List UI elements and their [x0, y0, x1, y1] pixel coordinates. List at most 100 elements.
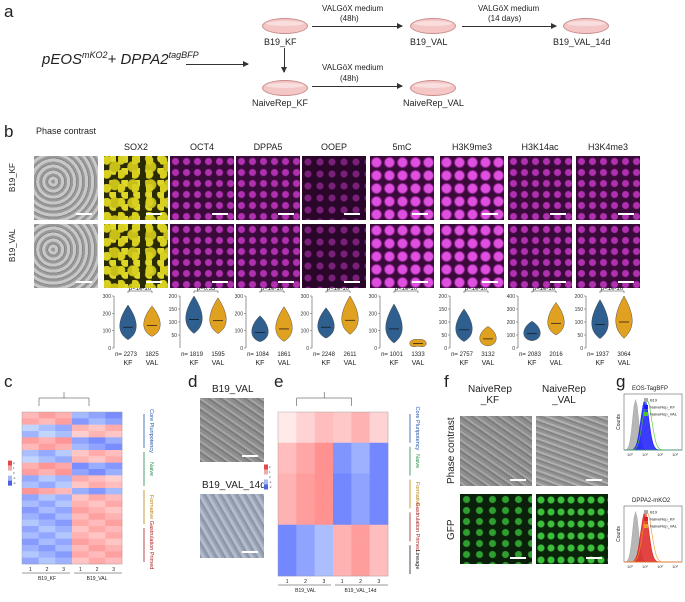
- column-header-3: DPPA5: [253, 142, 283, 152]
- heat-cell: [296, 545, 315, 551]
- arrow-kf-to-val: [312, 23, 403, 29]
- heat-cell: [314, 550, 334, 556]
- violin-4: 0 100 200 300 p<1e-10 n= 1001 1333 KF VAL: [369, 288, 427, 367]
- heat-cell: [38, 557, 56, 565]
- heat-cell: [55, 488, 73, 495]
- heat-cell: [105, 431, 123, 438]
- heat-cell: [55, 443, 73, 451]
- scale-bar: [278, 213, 294, 215]
- column-header-2: OCT4: [189, 142, 214, 152]
- violin-x-val: VAL: [482, 360, 495, 367]
- legend-swatch: [264, 469, 268, 475]
- heat-cell: [55, 513, 73, 520]
- heat-col-number: 2: [304, 579, 307, 585]
- heat-cell: [333, 504, 352, 510]
- heat-cell: [333, 499, 352, 505]
- column-header-7: H3K14ac: [521, 142, 559, 152]
- violin-n-val: 1861: [277, 352, 291, 358]
- heat-cell: [296, 540, 315, 546]
- heat-cell: [278, 555, 297, 561]
- legend-tick: 2: [13, 461, 15, 465]
- heat-cell: [72, 545, 89, 552]
- heat-cell: [22, 424, 39, 432]
- heat-cell: [278, 417, 297, 423]
- heat-cell: [55, 557, 73, 565]
- heat-cell: [278, 432, 297, 438]
- violin-n-kf: n= 2083: [519, 352, 542, 358]
- heat-cell: [296, 504, 315, 510]
- flow2-hist-val: [624, 511, 682, 563]
- heat-cell: [351, 524, 370, 531]
- heat-cell: [369, 468, 389, 474]
- heat-col-number: 2: [359, 579, 362, 585]
- heat-cell: [55, 418, 73, 425]
- heat-cell: [55, 450, 73, 457]
- heat-cell: [88, 507, 106, 514]
- violin-tick-label: 100: [439, 320, 448, 326]
- arrow2-line2: (14 days): [488, 14, 522, 23]
- heat-cell: [55, 532, 73, 539]
- heat-cell: [88, 469, 106, 476]
- heat-cell: [88, 545, 106, 552]
- tile-r1-c5: [370, 224, 434, 288]
- tile-r0-c5: [370, 156, 434, 220]
- heat-cell: [105, 494, 123, 501]
- scale-bar: [212, 213, 228, 215]
- heat-cell: [369, 417, 389, 423]
- heat-cell: [105, 481, 123, 489]
- heat-cell: [55, 437, 73, 444]
- legend-tick: -2: [269, 485, 272, 489]
- arrow1-line2: (48h): [340, 14, 359, 23]
- violin-x-kf: KF: [596, 360, 605, 367]
- heat-cell: [278, 570, 297, 577]
- heat-cell: [105, 513, 123, 520]
- flow1-legend-swatch: [644, 405, 648, 409]
- heat-cell: [72, 462, 89, 470]
- heat-cell: [278, 478, 297, 485]
- heat-cell: [278, 442, 297, 449]
- heat-cell: [88, 500, 106, 508]
- scale-bar: [76, 281, 92, 283]
- scale-bar: [344, 213, 360, 215]
- heat-cell: [369, 570, 389, 577]
- construct-sup1: mKO2: [82, 50, 108, 60]
- heat-cell: [38, 488, 56, 495]
- heat-cell: [296, 432, 315, 438]
- violin-n-kf: n= 1937: [587, 352, 610, 358]
- heat-cell: [296, 437, 315, 444]
- violin-tick-label: 200: [103, 311, 112, 317]
- heat-cell: [314, 499, 334, 505]
- heat-frame: [21, 411, 123, 565]
- violin-val: [547, 302, 565, 336]
- legend-tick: -1: [13, 476, 16, 480]
- flow2-legend-swatch: [644, 510, 648, 514]
- category-label: Lineage: [414, 550, 420, 570]
- violin-x-val: VAL: [550, 360, 563, 367]
- scale-bar: [76, 213, 92, 215]
- violin-kf: [591, 299, 609, 339]
- heat-cell: [369, 540, 389, 546]
- heat-cell: [296, 565, 315, 572]
- heat-cell: [38, 456, 56, 463]
- heat-cell: [333, 535, 352, 541]
- violin-tick-label: 200: [301, 311, 310, 317]
- heat-cell: [72, 412, 89, 419]
- heat-cell: [314, 442, 334, 449]
- dish-naiverep-kf: [262, 80, 308, 96]
- legend-swatch: [8, 480, 12, 486]
- legend-tick: -1: [269, 480, 272, 484]
- scale-bar: [412, 213, 428, 215]
- f-row1: Phase contrast: [446, 417, 457, 484]
- heat-cell: [314, 545, 334, 551]
- heat-cell: [88, 526, 106, 533]
- heat-cell: [369, 550, 389, 556]
- violin-tick-label: 300: [507, 307, 516, 313]
- row-label-b19-kf: B19_KF: [8, 163, 17, 192]
- violin-tick-label: 200: [369, 311, 378, 317]
- heat-cell: [351, 478, 370, 485]
- violin-kf: [251, 315, 269, 342]
- heat-cell: [314, 494, 334, 500]
- panel-label-a: a: [4, 2, 14, 21]
- heat-cell: [105, 551, 123, 558]
- heat-cell: [22, 450, 39, 457]
